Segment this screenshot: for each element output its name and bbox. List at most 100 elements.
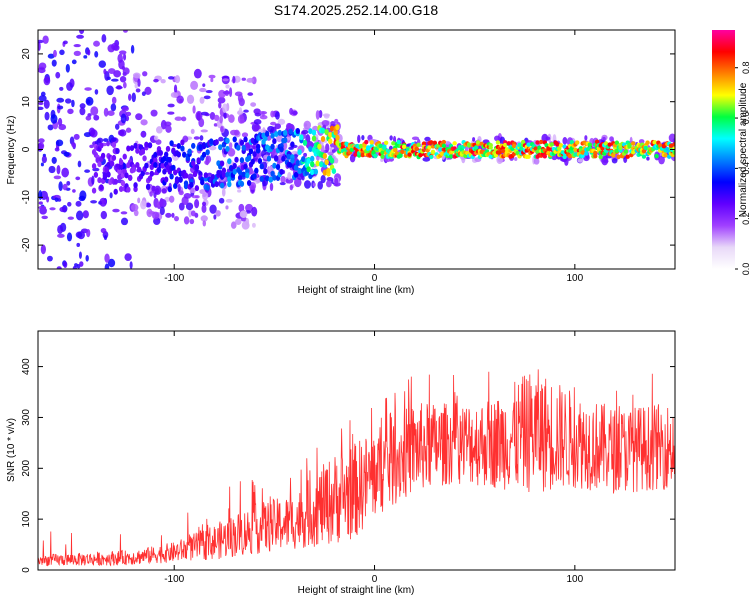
heatmap-cell: [109, 192, 113, 199]
heatmap-cell: [602, 136, 606, 141]
heatmap-cell: [61, 167, 70, 178]
heatmap-cell: [153, 135, 159, 141]
heatmap-cell: [171, 212, 175, 218]
heatmap-cell: [392, 147, 398, 153]
heatmap-cell: [128, 93, 132, 101]
heatmap-cell: [383, 140, 389, 145]
heatmap-cell: [252, 151, 257, 158]
heatmap-cell: [58, 124, 67, 131]
heatmap-cell: [103, 68, 107, 75]
heatmap-cell: [123, 53, 127, 61]
heatmap-cell: [167, 186, 173, 193]
heatmap-cell: [196, 112, 201, 122]
heatmap-cell: [439, 151, 445, 156]
heatmap-cell: [79, 103, 86, 109]
heatmap-cell: [65, 63, 70, 73]
heatmap-cell: [230, 129, 238, 136]
heatmap-cell: [407, 152, 412, 157]
heatmap-cell: [411, 136, 420, 141]
heatmap-cell: [153, 78, 159, 83]
heatmap-cell: [289, 107, 294, 115]
heatmap-cell: [227, 181, 232, 188]
heatmap-cell: [282, 137, 288, 144]
heatmap-cell: [320, 175, 326, 184]
heatmap-cell: [601, 155, 609, 166]
heatmap-cell: [593, 153, 598, 159]
heatmap-cell: [285, 122, 293, 131]
heatmap-cell: [672, 142, 675, 147]
heatmap-cell: [38, 201, 43, 205]
heatmap-cell: [190, 210, 196, 217]
heatmap-cell: [67, 201, 72, 207]
heatmap-cell: [115, 123, 120, 130]
heatmap-cell: [335, 124, 340, 131]
heatmap-cell: [646, 156, 650, 161]
heatmap-cell: [110, 78, 119, 82]
heatmap-cell: [67, 216, 74, 220]
heatmap-cell: [76, 242, 81, 248]
heatmap-cell: [125, 127, 132, 133]
heatmap-cell: [100, 152, 106, 159]
heatmap-cell: [349, 147, 355, 153]
heatmap-cell: [274, 111, 280, 120]
heatmap-cell: [237, 169, 243, 176]
heatmap-cell: [196, 157, 201, 164]
y-tick-label: 10: [21, 96, 32, 108]
heatmap-cell: [391, 141, 396, 146]
heatmap-cell: [194, 185, 200, 192]
heatmap-cell: [106, 171, 111, 178]
heatmap-cell: [73, 43, 81, 48]
heatmap-cell: [652, 140, 657, 145]
heatmap-cell: [569, 149, 575, 154]
heatmap-cell: [225, 137, 230, 144]
heatmap-cell: [101, 34, 107, 43]
heatmap-cell: [94, 89, 99, 95]
heatmap-cell: [124, 172, 129, 179]
heatmap-cell: [85, 254, 89, 262]
heatmap-cell: [181, 116, 187, 122]
heatmap-cell: [134, 83, 138, 89]
heatmap-cell: [201, 151, 207, 158]
heatmap-cell: [357, 134, 361, 144]
heatmap-cell: [78, 251, 82, 259]
heatmap-cell: [79, 107, 86, 116]
heatmap-cell: [607, 142, 612, 147]
heatmap-cell: [178, 190, 184, 196]
heatmap-cell: [324, 129, 329, 136]
heatmap-cell: [445, 140, 451, 145]
heatmap-cell: [41, 215, 48, 220]
heatmap-cell: [149, 170, 154, 177]
y-tick-label: 300: [21, 409, 32, 426]
heatmap-cell: [174, 178, 180, 185]
heatmap-cell: [72, 189, 76, 193]
heatmap-cell: [144, 171, 150, 175]
y-tick-label: -10: [21, 190, 32, 205]
heatmap-cell: [133, 182, 138, 189]
heatmap-cell: [416, 142, 421, 148]
heatmap-cell: [118, 159, 124, 166]
heatmap-cell: [199, 87, 207, 93]
y-tick-label: -20: [21, 237, 32, 252]
heatmap-cell: [245, 218, 250, 226]
heatmap-cell: [38, 41, 41, 51]
heatmap-cell: [504, 147, 510, 152]
heatmap-cell: [360, 152, 365, 158]
heatmap-cell: [58, 181, 63, 192]
heatmap-cell: [658, 155, 665, 165]
heatmap-cell: [293, 171, 299, 178]
heatmap-cell: [317, 181, 324, 190]
heatmap-cell: [183, 216, 190, 225]
heatmap-cell: [191, 142, 196, 149]
heatmap-cell: [277, 129, 282, 136]
heatmap-cell: [371, 150, 376, 155]
heatmap-cell: [140, 148, 145, 155]
heatmap-cell: [221, 75, 230, 80]
heatmap-cell: [598, 154, 603, 160]
heatmap-cell: [63, 151, 70, 157]
heatmap-cell: [117, 174, 122, 181]
heatmap-cell: [187, 148, 192, 155]
heatmap-cell: [190, 80, 199, 90]
heatmap-cell: [369, 140, 374, 145]
heatmap-cell: [120, 217, 129, 226]
